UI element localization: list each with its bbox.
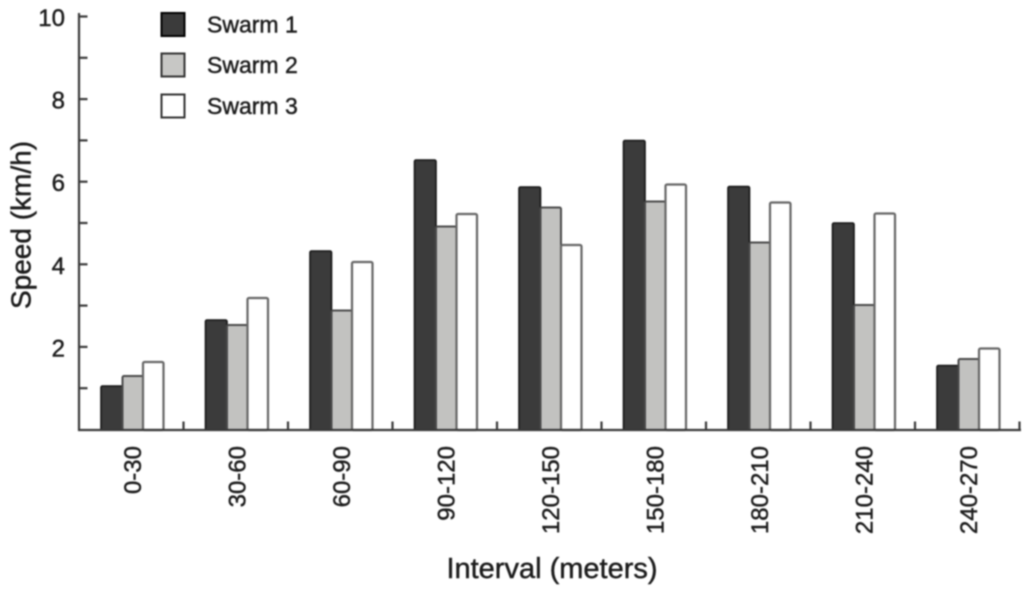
svg-text:8: 8 xyxy=(52,88,65,115)
svg-text:Interval (meters): Interval (meters) xyxy=(446,553,657,585)
svg-text:180-210: 180-210 xyxy=(747,446,774,534)
svg-text:4: 4 xyxy=(52,253,65,280)
svg-text:Swarm 3: Swarm 3 xyxy=(207,93,298,119)
svg-text:210-240: 210-240 xyxy=(851,446,878,534)
svg-text:0-30: 0-30 xyxy=(120,446,147,494)
svg-text:Swarm 2: Swarm 2 xyxy=(207,52,298,78)
svg-text:6: 6 xyxy=(52,170,65,197)
svg-text:2: 2 xyxy=(52,335,65,362)
svg-text:Speed (km/h): Speed (km/h) xyxy=(6,141,37,309)
svg-text:240-270: 240-270 xyxy=(956,446,983,534)
svg-text:10: 10 xyxy=(38,5,65,32)
svg-text:120-150: 120-150 xyxy=(538,446,565,534)
svg-text:90-120: 90-120 xyxy=(433,446,460,521)
svg-text:60-90: 60-90 xyxy=(329,446,356,507)
svg-text:Swarm 1: Swarm 1 xyxy=(207,12,298,38)
svg-text:150-180: 150-180 xyxy=(642,446,669,534)
svg-text:30-60: 30-60 xyxy=(224,446,251,507)
